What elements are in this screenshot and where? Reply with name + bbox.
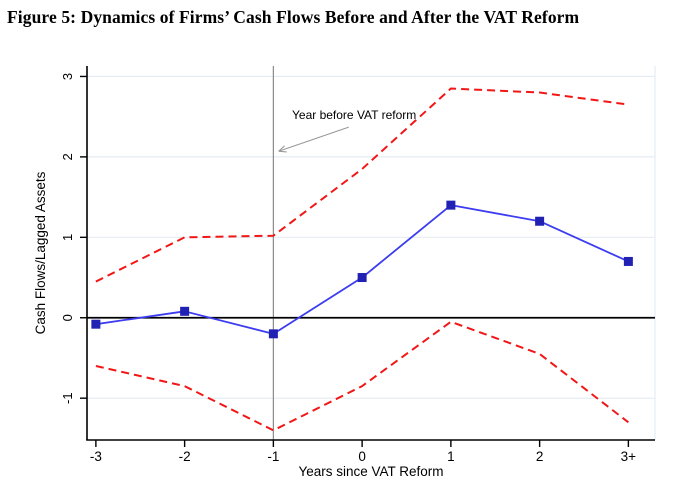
point-estimate-marker <box>357 273 367 283</box>
point-estimate-marker <box>623 256 633 266</box>
point-estimate-marker <box>268 329 278 339</box>
annotation-arrow <box>278 126 349 152</box>
x-axis-title: Years since VAT Reform <box>298 464 443 479</box>
figure-title: Figure 5: Dynamics of Firms’ Cash Flows … <box>7 7 580 27</box>
x-tick-label: 0 <box>358 449 366 464</box>
y-tick-label: 1 <box>60 234 75 241</box>
upper-95-ci-line <box>95 87 629 283</box>
y-tick-label: -1 <box>60 392 75 404</box>
annotation-arrowhead <box>278 145 285 152</box>
x-tick-label: 3+ <box>621 449 637 464</box>
lower-95-ci-line <box>95 320 629 432</box>
x-tick-label: 2 <box>536 449 544 464</box>
point-estimate-marker <box>91 319 101 329</box>
x-tick-label: 1 <box>447 449 455 464</box>
y-tick-label: 3 <box>60 73 75 80</box>
annotation-label: Year before VAT reform <box>292 108 416 122</box>
annotation-arrowhead <box>278 150 287 153</box>
point-estimate-marker <box>535 216 545 226</box>
y-tick-label: 0 <box>60 314 75 321</box>
point-estimate-line <box>95 204 629 335</box>
x-tick-label: -1 <box>267 449 279 464</box>
point-estimate-marker <box>446 200 456 210</box>
y-axis-title: Cash Flows/Lagged Assets <box>33 171 48 334</box>
y-tick-label: 2 <box>60 153 75 160</box>
x-tick-label: -3 <box>90 449 102 464</box>
x-tick-label: -2 <box>179 449 191 464</box>
point-estimate-marker <box>180 306 190 316</box>
